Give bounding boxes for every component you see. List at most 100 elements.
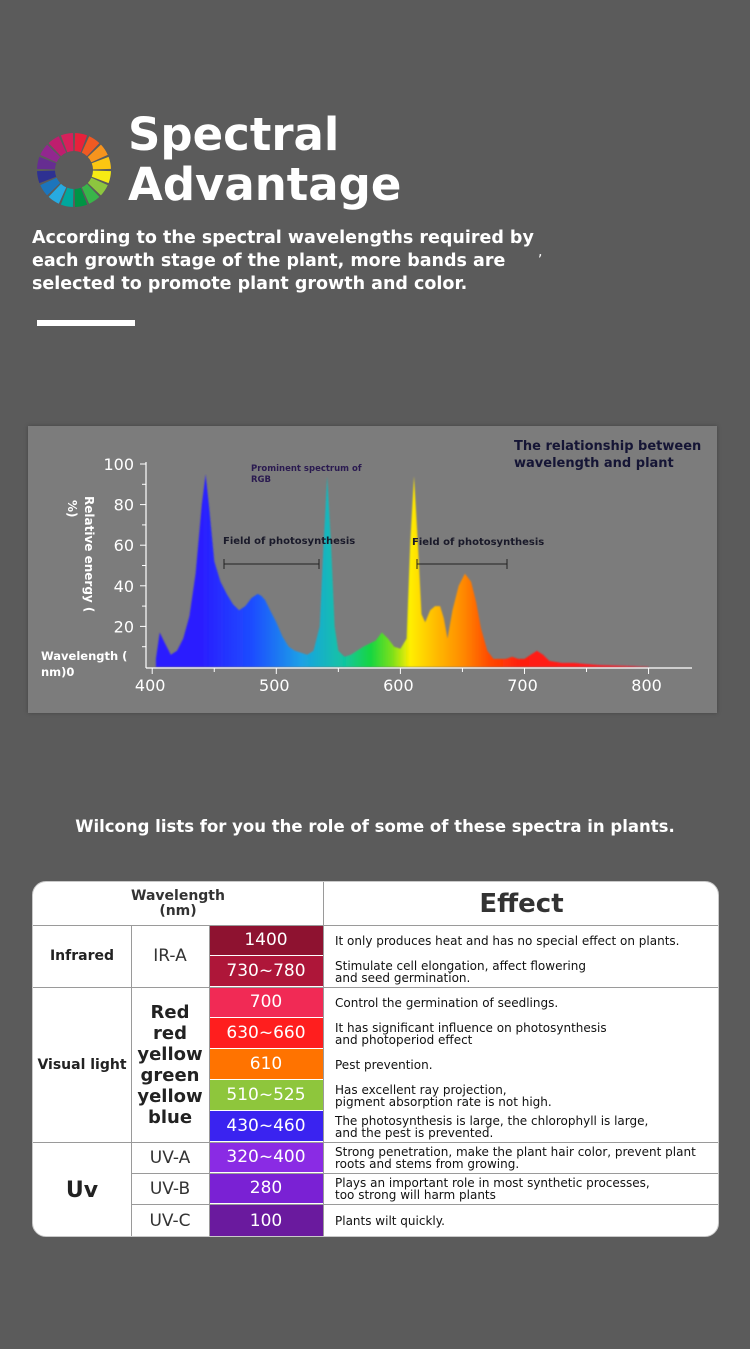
rgb-note-line-2: RGB xyxy=(251,475,271,485)
field-bracket-left xyxy=(223,559,320,569)
color-wheel-segment xyxy=(48,183,67,204)
color-name: green xyxy=(140,1064,200,1086)
title-underline xyxy=(37,320,135,326)
effect-line: and seed germination. xyxy=(335,970,471,985)
effect-line: roots and stems from growing. xyxy=(335,1156,520,1171)
spectrum-chart-panel: 100 80 60 40 20 400 500 600 700 800 The relations… xyxy=(28,426,717,713)
header-wavelength-line-1: Wavelength xyxy=(131,887,225,904)
effect-cell: It only produces heat and has no special… xyxy=(323,925,718,956)
field-label-right: Field of photosynthesis xyxy=(412,537,544,548)
header-wavelength: Wavelength (nm) xyxy=(33,882,323,925)
header-effect: Effect xyxy=(479,888,564,919)
wavelength-cell: 700 xyxy=(209,987,323,1018)
color-name: blue xyxy=(147,1106,193,1128)
effect-line: Pest prevention. xyxy=(335,1057,433,1072)
effect-line: too strong will harm plants xyxy=(335,1187,496,1202)
y-axis-unit: %) xyxy=(65,500,79,518)
divider xyxy=(33,925,718,926)
color-wheel-segment xyxy=(81,136,100,157)
effect-line: and the pest is prevented. xyxy=(335,1125,494,1140)
divider xyxy=(323,882,324,1236)
color-name: yellow xyxy=(137,1043,203,1065)
color-wheel-segment xyxy=(87,144,108,163)
effect-line: It has significant influence on photosyn… xyxy=(335,1020,607,1035)
color-wheel-segment xyxy=(60,187,74,207)
divider xyxy=(33,1142,718,1143)
spectrum-area xyxy=(155,474,649,667)
effect-line: The photosynthesis is large, the chlorop… xyxy=(335,1113,649,1128)
category-uv: Uv xyxy=(65,1177,99,1203)
spectrum-effect-table: Wavelength (nm) Effect Infrared Visual l… xyxy=(32,881,719,1237)
title-line-2: Advantage xyxy=(128,158,402,211)
divider xyxy=(131,1204,718,1205)
y-tick-label: 60 xyxy=(114,536,134,555)
effect-cell: The photosynthesis is large, the chlorop… xyxy=(323,1111,718,1142)
intro-text: According to the spectral wavelengths re… xyxy=(32,228,534,294)
sub-ir-a: IR-A xyxy=(153,946,187,966)
category-visual-light: Visual light xyxy=(37,1056,127,1073)
color-wheel-segment xyxy=(40,144,61,163)
divider xyxy=(209,925,210,1236)
wavelength-cell: 320~400 xyxy=(209,1142,323,1173)
effect-line: Plays an important role in most syntheti… xyxy=(335,1175,650,1190)
color-wheel-segment xyxy=(81,183,100,204)
field-bracket-right xyxy=(416,559,508,569)
color-wheel-icon xyxy=(37,133,111,207)
wavelength-cell: 610 xyxy=(209,1049,323,1080)
wavelength-cell: 280 xyxy=(209,1173,323,1204)
color-name: red xyxy=(153,1022,187,1044)
x-tick-label: 400 xyxy=(135,676,166,695)
effect-line: Control the germination of seedlings. xyxy=(335,995,559,1010)
color-wheel-segment xyxy=(87,177,108,196)
wavelength-cell: 430~460 xyxy=(209,1111,323,1142)
x-tick-label: 700 xyxy=(507,676,538,695)
x-axis-label-line-2: nm)0 xyxy=(41,665,74,679)
stray-mark: , xyxy=(538,244,543,260)
effect-line: It only produces heat and has no special… xyxy=(335,933,680,948)
category-infrared: Infrared xyxy=(49,948,115,964)
title-line-1: Spectral xyxy=(128,108,340,161)
x-tick-label: 500 xyxy=(259,676,290,695)
wavelength-cell: 510~525 xyxy=(209,1080,323,1111)
chart-corner-title-line-1: The relationship between xyxy=(514,439,701,454)
spectrum-chart: 100 80 60 40 20 400 500 600 700 800 The relations… xyxy=(41,439,701,695)
color-wheel-segment xyxy=(60,133,74,153)
x-axis-label-line-1: Wavelength ( xyxy=(41,649,127,663)
color-wheel-segment xyxy=(74,187,88,207)
effect-cell: It has significant influence on photosyn… xyxy=(323,1018,718,1049)
sub-uv-c: UV-C xyxy=(149,1211,191,1231)
sub-uv-a: UV-A xyxy=(149,1147,191,1168)
y-tick-label: 100 xyxy=(103,455,134,474)
x-tick-label: 600 xyxy=(383,676,414,695)
effect-cell: Stimulate cell elongation, affect flower… xyxy=(323,956,718,987)
color-name: Red xyxy=(150,1001,190,1023)
wavelength-cell: 1400 xyxy=(209,925,323,956)
effect-line: Strong penetration, make the plant hair … xyxy=(335,1144,696,1159)
table-intro-text: Wilcong lists for you the role of some o… xyxy=(75,817,675,836)
color-name: yellow xyxy=(137,1085,203,1107)
color-wheel-segment xyxy=(40,177,61,196)
color-wheel-segment xyxy=(91,170,111,184)
plot-area: 100 80 60 40 20 400 500 600 700 800 xyxy=(103,455,692,695)
rgb-note-line-1: Prominent spectrum of xyxy=(251,464,362,474)
color-wheel-segment xyxy=(91,156,111,170)
color-wheel-segment xyxy=(37,170,57,184)
effect-cell: Plants wilt quickly. xyxy=(323,1204,718,1236)
effect-line: pigment absorption rate is not high. xyxy=(335,1094,552,1109)
color-wheel-segment xyxy=(74,133,88,153)
y-tick-label: 20 xyxy=(114,617,134,636)
effect-cell: Has excellent ray projection, pigment abs… xyxy=(323,1080,718,1111)
page-title: Spectral Advantage xyxy=(128,110,401,210)
color-wheel-segment xyxy=(37,156,57,170)
chart-corner-title-line-2: wavelength and plant xyxy=(514,456,674,471)
visual-color-names: Red red yellow green yellow blue xyxy=(131,987,209,1142)
effect-line: Has excellent ray projection, xyxy=(335,1082,507,1097)
x-tick-label: 800 xyxy=(631,676,662,695)
divider xyxy=(131,925,132,1236)
effect-cell: Strong penetration, make the plant hair … xyxy=(323,1142,718,1173)
sub-uv-b: UV-B xyxy=(149,1178,191,1199)
wavelength-cell: 730~780 xyxy=(209,956,323,987)
effect-line: Plants wilt quickly. xyxy=(335,1214,445,1228)
effect-cell: Control the germination of seedlings. xyxy=(323,987,718,1018)
y-tick-label: 40 xyxy=(114,577,134,596)
